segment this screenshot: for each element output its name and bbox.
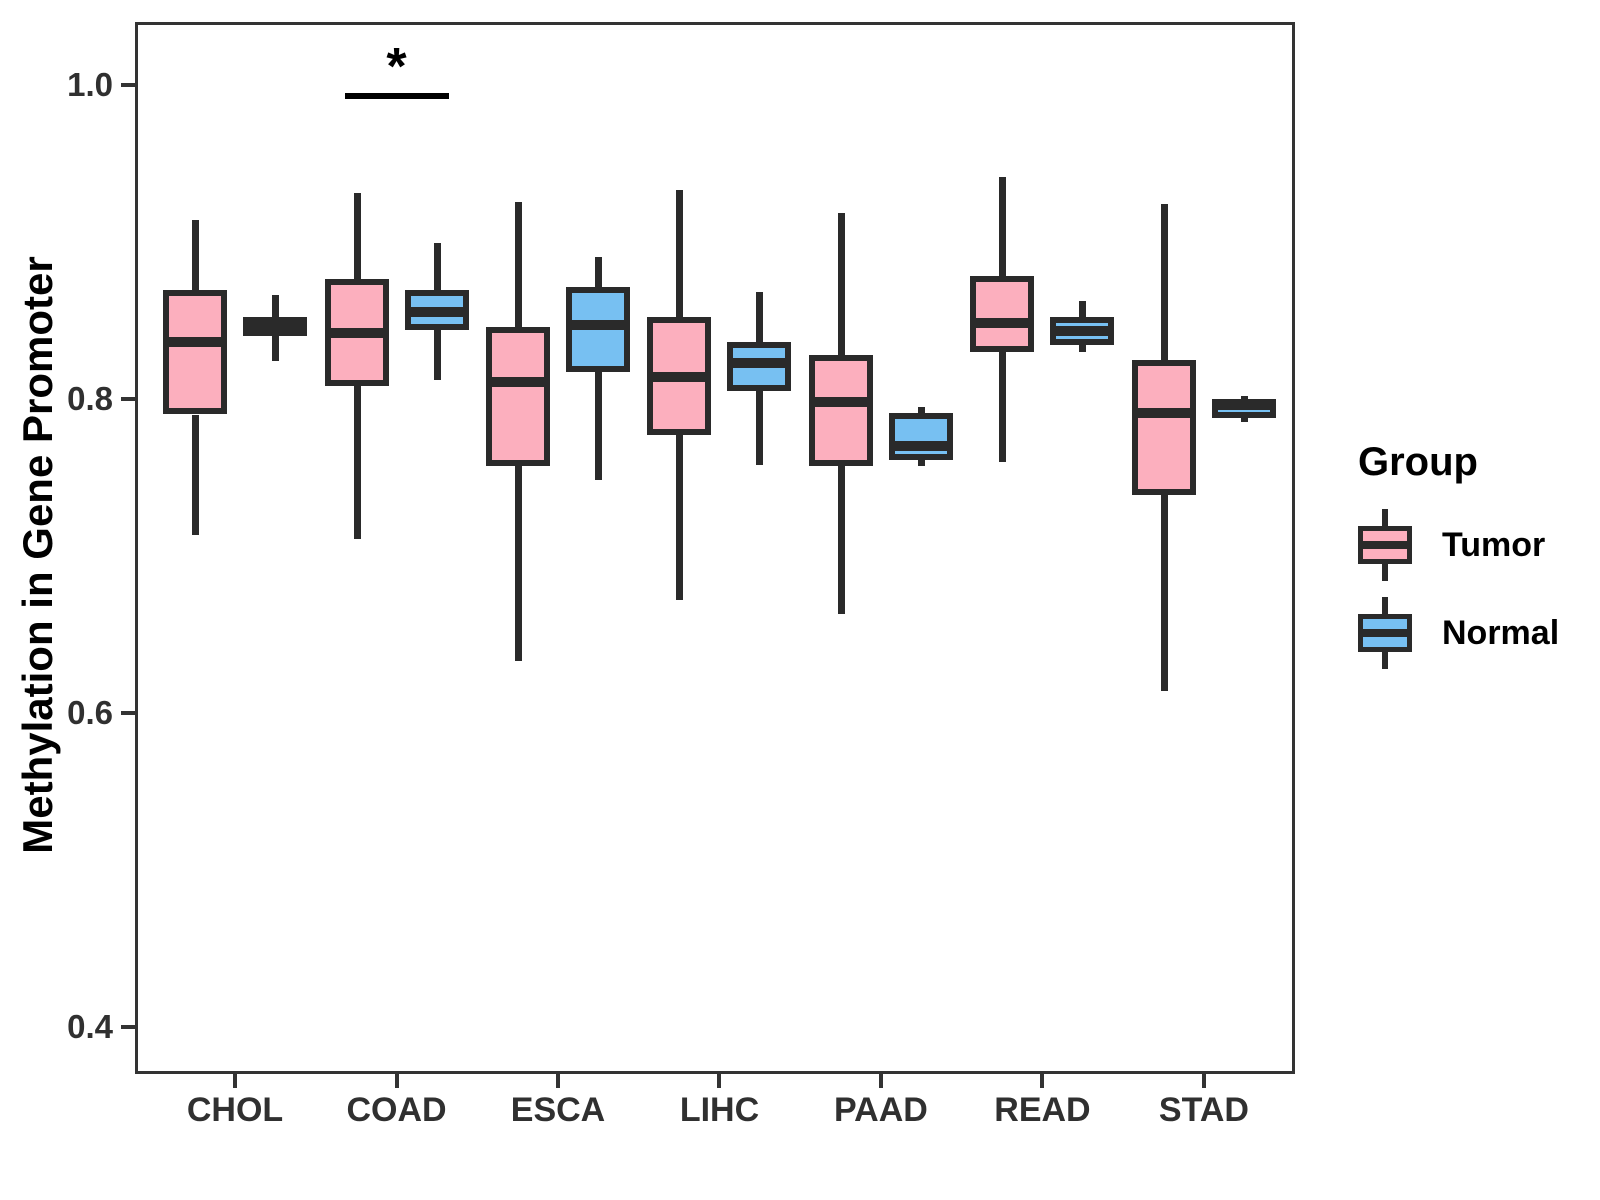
whisker-lower-READ-Normal <box>1079 345 1087 352</box>
whisker-upper-COAD-Normal <box>433 243 441 291</box>
x-axis-tick <box>1040 1074 1045 1088</box>
median-COAD-Tumor <box>324 327 389 338</box>
whisker-lower-STAD-Tumor <box>1160 494 1168 691</box>
y-axis-tick-label: 0.4 <box>67 1008 113 1046</box>
whisker-upper-CHOL-Normal <box>272 295 280 318</box>
significance-bar-COAD <box>344 92 449 99</box>
median-STAD-Normal <box>1211 400 1276 411</box>
whisker-upper-ESCA-Tumor <box>515 202 522 327</box>
median-PAAD-Tumor <box>808 396 873 407</box>
median-STAD-Tumor <box>1131 407 1196 418</box>
tumor-boxplot-icon <box>1358 509 1412 581</box>
whisker-lower-PAAD-Tumor <box>837 466 845 614</box>
whisker-lower-ESCA-Normal <box>595 372 602 481</box>
legend-item-tumor: Tumor <box>1358 509 1590 581</box>
whisker-upper-CHOL-Tumor <box>192 219 200 291</box>
y-axis-tick-label: 1.0 <box>67 65 113 103</box>
whisker-upper-PAAD-Tumor <box>837 213 845 355</box>
x-axis-tick-label: PAAD <box>834 1091 928 1129</box>
x-axis-tick-label: LIHC <box>679 1091 760 1129</box>
whisker-lower-CHOL-Tumor <box>192 414 200 536</box>
x-axis-tick <box>1201 1074 1206 1088</box>
whisker-lower-COAD-Normal <box>433 329 441 380</box>
x-axis-tick-label: STAD <box>1158 1091 1249 1129</box>
whisker-lower-STAD-Normal <box>1240 417 1248 423</box>
x-axis-tick <box>717 1074 722 1088</box>
whisker-upper-COAD-Tumor <box>353 193 361 280</box>
legend-title: Group <box>1358 440 1478 484</box>
legend-label-normal: Normal <box>1442 613 1560 652</box>
y-axis-tick <box>121 396 135 401</box>
whisker-lower-ESCA-Tumor <box>515 466 522 662</box>
median-READ-Normal <box>1050 326 1115 337</box>
whisker-upper-LIHC-Normal <box>756 291 764 343</box>
x-axis-tick-label: READ <box>994 1091 1091 1129</box>
median-PAAD-Normal <box>888 440 953 451</box>
x-axis-tick-label: COAD <box>346 1091 447 1129</box>
x-axis-tick <box>878 1074 883 1088</box>
box-PAAD-Tumor <box>808 354 873 467</box>
whisker-lower-COAD-Tumor <box>353 386 361 539</box>
whisker-lower-PAAD-Normal <box>917 460 925 467</box>
whisker-upper-ESCA-Normal <box>595 257 602 288</box>
y-axis-tick <box>121 1025 135 1030</box>
box-CHOL-Tumor <box>163 290 228 415</box>
box-PAAD-Normal <box>888 412 953 461</box>
median-LIHC-Normal <box>727 357 792 368</box>
x-axis-tick <box>233 1074 238 1088</box>
x-axis-tick-label: ESCA <box>510 1091 606 1129</box>
normal-boxplot-icon <box>1358 597 1412 669</box>
box-ESCA-Tumor <box>486 326 550 467</box>
y-axis-tick <box>121 82 135 87</box>
significance-star-COAD: * <box>386 37 407 96</box>
median-ESCA-Normal <box>566 319 630 330</box>
legend-label-tumor: Tumor <box>1442 525 1546 564</box>
x-axis-tick <box>394 1074 399 1088</box>
legend: Group Tumor Normal <box>1330 440 1590 685</box>
box-STAD-Tumor <box>1131 359 1196 495</box>
whisker-lower-LIHC-Tumor <box>676 434 684 600</box>
y-axis-title: Methylation in Gene Promoter <box>14 256 61 854</box>
median-LIHC-Tumor <box>647 371 712 382</box>
whisker-lower-LIHC-Normal <box>756 390 764 465</box>
x-axis-tick <box>556 1074 560 1088</box>
median-CHOL-Normal <box>243 323 308 334</box>
legend-item-normal: Normal <box>1358 597 1590 669</box>
whisker-upper-READ-Normal <box>1079 301 1087 318</box>
y-axis-tick-label: 0.6 <box>67 693 113 731</box>
whisker-upper-PAAD-Normal <box>917 406 925 413</box>
whisker-upper-LIHC-Tumor <box>676 189 684 318</box>
plot-panel <box>135 22 1295 1074</box>
box-READ-Tumor <box>970 276 1035 352</box>
whisker-upper-STAD-Tumor <box>1160 204 1168 360</box>
median-ESCA-Tumor <box>486 376 550 387</box>
whisker-lower-READ-Tumor <box>999 351 1007 462</box>
whisker-upper-READ-Tumor <box>999 177 1007 277</box>
y-axis-tick <box>121 710 135 715</box>
median-COAD-Normal <box>404 307 469 318</box>
median-CHOL-Tumor <box>163 337 228 348</box>
x-axis-tick-label: CHOL <box>186 1091 284 1129</box>
y-axis-tick-label: 0.8 <box>67 379 113 417</box>
whisker-upper-STAD-Normal <box>1240 395 1248 399</box>
median-READ-Tumor <box>970 318 1035 329</box>
whisker-lower-CHOL-Normal <box>272 335 280 362</box>
